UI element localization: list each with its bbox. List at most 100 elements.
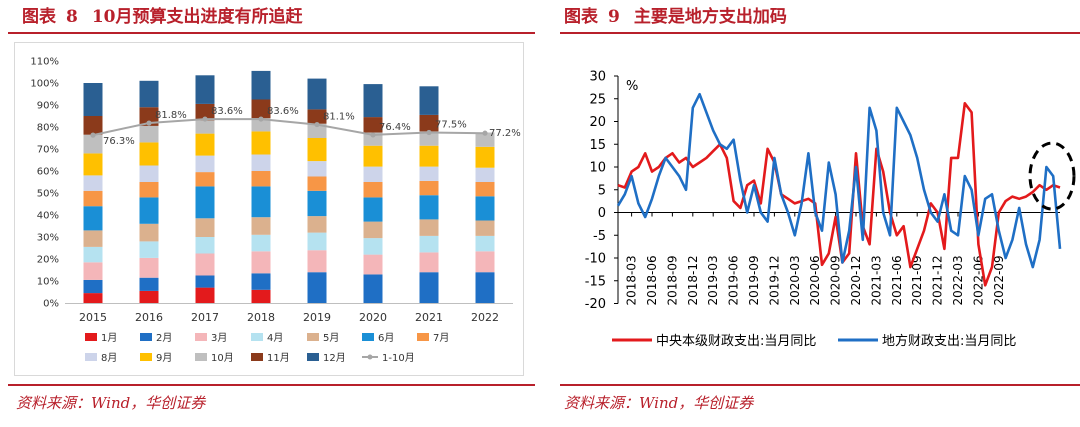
legend-label: 7月 (433, 332, 449, 344)
y-tick-label: 0% (43, 299, 59, 310)
bar-segment (307, 250, 327, 273)
bar-segment (419, 145, 439, 167)
bar-segment (251, 70, 271, 100)
legend-swatch (362, 333, 374, 341)
bar-segment (195, 253, 215, 276)
y-tick-label: 5 (598, 183, 606, 198)
legend-label: 12月 (323, 352, 346, 364)
y-tick-label: 30% (37, 233, 59, 244)
bar-segment (83, 134, 103, 154)
bar-segment (139, 182, 159, 198)
legend-label: 5月 (323, 332, 339, 344)
data-label: 81.1% (323, 112, 355, 123)
y-tick-label: 20% (37, 255, 59, 266)
bar-segment (83, 83, 103, 116)
series-line (616, 92, 1062, 269)
legend-label: 6月 (378, 332, 394, 344)
bar-segment (195, 120, 215, 134)
bar-segment (83, 246, 103, 263)
bar-segment (475, 272, 495, 303)
bar-segment (251, 99, 271, 119)
bar-segment (307, 272, 327, 303)
data-label: 83.6% (211, 106, 243, 117)
bar-segment (363, 238, 383, 255)
y-tick-label: 10% (37, 277, 59, 288)
bar-segment (251, 273, 271, 290)
x-tick-label: 2019-03 (706, 255, 720, 305)
highlight-ellipse (1028, 141, 1076, 211)
x-tick-label: 2016 (135, 311, 163, 324)
legend-swatch (195, 333, 207, 341)
bar-segment (139, 223, 159, 242)
figure-title: 图表 9 主要是地方支出加码 (564, 2, 787, 27)
legend-label: 1月 (101, 332, 117, 344)
figure-number: 8 (66, 7, 78, 27)
legend-swatch (195, 353, 207, 361)
y-tick-label: 20 (589, 115, 606, 130)
legend-label: 2月 (156, 332, 172, 344)
legend-marker (367, 354, 373, 360)
bar-segment (139, 125, 159, 143)
bar-segment (83, 262, 103, 280)
legend-swatch (251, 353, 263, 361)
bar-segment (83, 116, 103, 135)
bar-segment (195, 287, 215, 303)
bar-segment (195, 75, 215, 104)
data-label: 81.8% (155, 110, 187, 121)
legend-label: 11月 (267, 352, 290, 364)
bar-segment (307, 161, 327, 177)
bar-segment (251, 217, 271, 235)
bar-segment (195, 275, 215, 288)
bar-segment (251, 251, 271, 274)
bar-segment (363, 182, 383, 198)
bar-segment (251, 118, 271, 132)
y-tick-label: 0 (598, 206, 606, 221)
y-tick-label: 10 (589, 161, 606, 176)
stacked-bar-chart: 0% 10% 20% 30% 40% 50% 60% 70% 80% 90% 100% 110% 201… (30, 57, 520, 365)
legend-swatch (85, 353, 97, 361)
y-tick-label: 15 (589, 138, 606, 153)
data-label: 77.5% (435, 120, 467, 131)
y-tick-label: 40% (37, 211, 59, 222)
legend-label: 9月 (156, 352, 172, 364)
bar-segment (195, 172, 215, 187)
x-tick-label: 2020-09 (829, 255, 843, 305)
figure-title-text: 10月预算支出进度有所追赶 (91, 7, 303, 27)
bar-segment (307, 232, 327, 251)
x-tick-label: 2018-12 (686, 255, 700, 305)
bar-segment (363, 117, 383, 133)
bar-segment (475, 182, 495, 197)
x-tick-label: 2022 (471, 311, 499, 324)
bar-segment (363, 166, 383, 182)
bar-segment (195, 133, 215, 156)
bar-segment (419, 131, 439, 146)
left-panel: 图表 8 10月预算支出进度有所追赶 0% 10% 20% 30% 40% 50% 60% 70%… (0, 0, 535, 427)
legend-label: 4月 (267, 332, 283, 344)
legend-swatch (140, 333, 152, 341)
x-tick-label: 2015 (79, 311, 107, 324)
x-tick-label: 2021-09 (910, 255, 924, 305)
bar-segment (307, 109, 327, 124)
figure-label: 图表 (564, 7, 598, 27)
figure-label: 图表 (22, 7, 56, 27)
bar-segment (363, 221, 383, 239)
bar-segment (363, 145, 383, 167)
bar-segment (363, 197, 383, 222)
bar-segment (419, 219, 439, 236)
bar-segment (419, 86, 439, 115)
legend-label: 3月 (211, 332, 227, 344)
y-tick-label: 90% (37, 101, 59, 112)
y-tick-label: 100% (30, 79, 59, 90)
bar-segment (475, 146, 495, 168)
bar-segment (475, 196, 495, 221)
bar-segment (139, 80, 159, 108)
bar-segment (195, 155, 215, 173)
x-tick-label: 2018-06 (645, 255, 659, 305)
bar-segment (475, 220, 495, 236)
bar-segment (307, 138, 327, 162)
x-tick-label: 2021 (415, 311, 443, 324)
bar-segment (139, 197, 159, 224)
legend-swatch (85, 333, 97, 341)
progress-point (426, 129, 432, 136)
bar-segment (139, 142, 159, 166)
